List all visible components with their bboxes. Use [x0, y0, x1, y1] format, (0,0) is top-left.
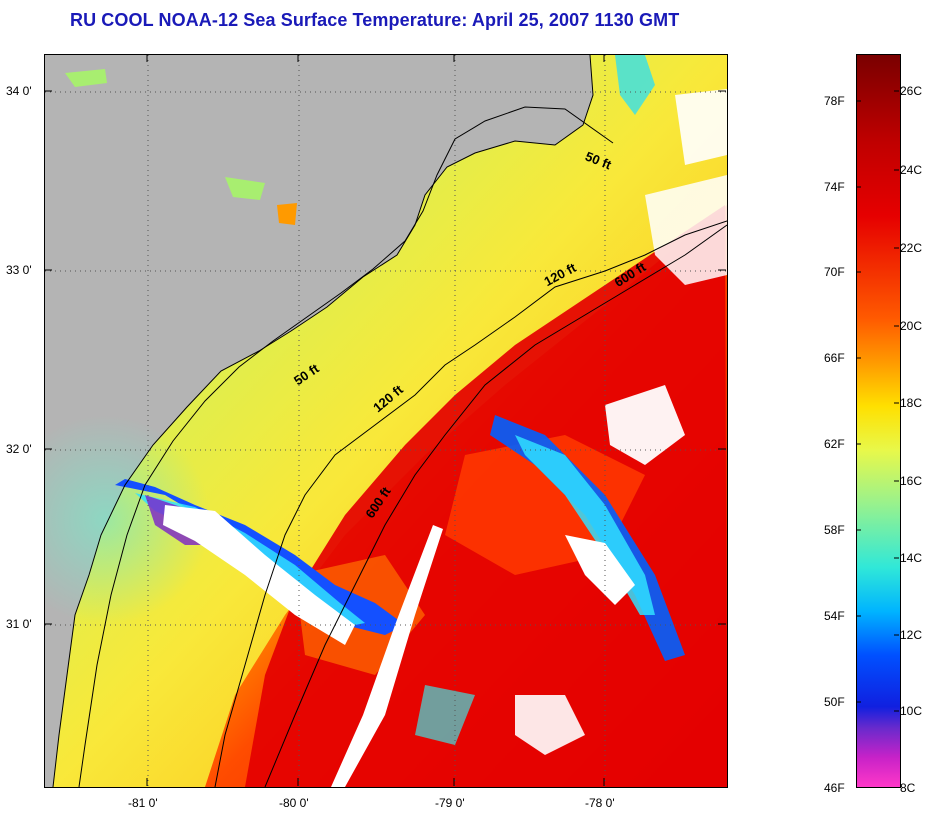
colorbar-c-label: 14C — [900, 551, 923, 565]
lat-label: 32 0' — [6, 442, 32, 456]
sst-map[interactable]: 50 ft 120 ft 600 ft 50 ft 120 ft 600 ft — [44, 54, 728, 788]
lat-label: 33 0' — [6, 263, 32, 277]
colorbar-c-label: 12C — [900, 628, 923, 642]
lat-label: 34 0' — [6, 84, 32, 98]
colorbar-c-label: 24C — [900, 163, 923, 177]
cloud-patch — [225, 177, 265, 200]
colorbar-f-label: 78F — [824, 94, 845, 108]
land-area — [45, 55, 593, 787]
colorbar-f-label: 62F — [824, 437, 845, 451]
colorbar-f-label: 70F — [824, 265, 845, 279]
colorbar-c-label: 22C — [900, 241, 923, 255]
map-grid — [45, 55, 727, 787]
depth-contour-600ft — [264, 224, 727, 787]
colorbar-f-label: 66F — [824, 351, 845, 365]
lon-label: -79 0' — [435, 796, 465, 810]
cold-filament — [115, 479, 405, 635]
cloud-streak — [415, 685, 475, 745]
colorbar-c-label: 26C — [900, 84, 923, 98]
cloud-streak — [163, 505, 355, 645]
cloud-patch — [65, 69, 107, 87]
lon-label: -80 0' — [279, 796, 309, 810]
coastline — [52, 55, 594, 787]
lon-label: -78 0' — [585, 796, 615, 810]
temperature-colorbar — [856, 54, 901, 788]
map-title: RU COOL NOAA-12 Sea Surface Temperature:… — [70, 10, 680, 30]
colorbar-c-label: 18C — [900, 396, 923, 410]
colorbar-c-label: 16C — [900, 474, 923, 488]
cloud-streak — [515, 695, 585, 755]
depth-contour-50ft — [78, 106, 614, 787]
colorbar-f-label: 74F — [824, 180, 845, 194]
colorbar-f-label: 58F — [824, 523, 845, 537]
colorbar-c-label: 10C — [900, 704, 923, 718]
lat-label: 31 0' — [6, 617, 32, 631]
sst-map-canvas — [45, 55, 727, 787]
colorbar-c-label: 20C — [900, 319, 923, 333]
cloud-streak — [605, 385, 685, 465]
cloud-streak — [565, 535, 635, 605]
cloud-streak — [331, 525, 443, 787]
colorbar-f-label: 50F — [824, 695, 845, 709]
colorbar-f-label: 54F — [824, 609, 845, 623]
cold-filament — [490, 415, 685, 661]
cloud-patch — [615, 55, 655, 115]
colorbar-f-label: 46F — [824, 781, 845, 795]
cloud-streak — [645, 175, 727, 285]
cloud-streak — [675, 89, 727, 165]
cloud-patch — [277, 203, 297, 225]
depth-contour-120ft — [214, 220, 727, 787]
colorbar-c-label: 8C — [900, 781, 916, 795]
lon-label: -81 0' — [128, 796, 158, 810]
